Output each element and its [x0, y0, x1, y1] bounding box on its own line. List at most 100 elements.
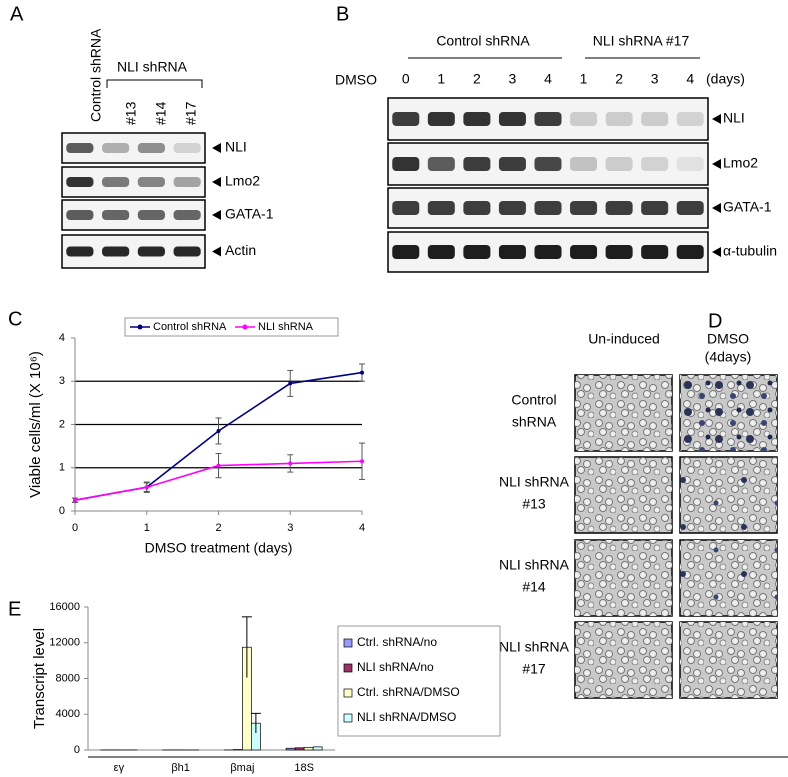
- cells: [575, 540, 672, 616]
- band: [137, 143, 165, 153]
- cells: [680, 622, 777, 698]
- band: [392, 157, 420, 171]
- band: [605, 157, 633, 171]
- band-label: GATA-1: [723, 199, 772, 215]
- panel-label: A: [10, 3, 24, 25]
- band: [570, 245, 598, 259]
- band: [102, 210, 130, 220]
- band: [173, 143, 201, 153]
- cells: [575, 457, 672, 533]
- band: [605, 201, 633, 215]
- lane-label: #14: [153, 101, 169, 125]
- band: [427, 157, 455, 171]
- legend-marker: [242, 324, 248, 330]
- stained-cells: [680, 540, 777, 616]
- band-label: α-tubulin: [723, 243, 777, 259]
- x-tick-label: 2: [215, 522, 221, 534]
- band: [676, 245, 704, 259]
- row-label: NLI shRNA: [499, 639, 570, 655]
- arrowhead: [212, 210, 221, 220]
- band: [392, 112, 420, 126]
- band: [66, 246, 94, 257]
- point: [216, 428, 221, 433]
- lane-label: 4: [686, 71, 694, 87]
- row-label: #14: [522, 579, 546, 595]
- legend-box: [124, 317, 339, 337]
- panel-label: E: [8, 598, 21, 620]
- column-label: DMSO: [707, 331, 749, 347]
- band: [605, 245, 633, 259]
- legend-label: NLI shRNA: [258, 321, 314, 333]
- band: [392, 201, 420, 215]
- band: [534, 245, 562, 259]
- band: [137, 177, 165, 187]
- arrowhead: [212, 143, 221, 153]
- x-tick-label: εγ: [114, 762, 125, 774]
- band-label: Lmo2: [723, 155, 758, 171]
- band: [570, 201, 598, 215]
- lane-label: 0: [402, 71, 410, 87]
- row-label: NLI shRNA: [499, 474, 570, 490]
- panel-label: B: [336, 3, 349, 25]
- x-tick-label: 4: [359, 522, 365, 534]
- arrowhead: [212, 246, 221, 257]
- x-tick-label: 18S: [294, 762, 314, 774]
- arrowhead: [712, 203, 721, 213]
- y-tick-label: 8000: [56, 672, 80, 684]
- row-label: #13: [522, 496, 546, 512]
- band-label: GATA-1: [225, 206, 274, 222]
- band: [463, 245, 491, 259]
- lane-label: Control shRNA: [88, 28, 104, 122]
- band: [641, 112, 669, 126]
- x-tick-label: 0: [72, 522, 78, 534]
- point: [360, 370, 364, 375]
- band: [427, 201, 455, 215]
- band: [66, 210, 94, 220]
- band: [641, 245, 669, 259]
- y-axis-title: Transcript level: [31, 628, 48, 729]
- legend-swatch: [343, 713, 353, 723]
- legend-label: Ctrl. shRNA/no: [357, 635, 437, 649]
- panel-label: D: [708, 310, 722, 332]
- y-axis-title: Viable cells/ml (X 10⁶): [27, 351, 44, 498]
- band: [173, 246, 201, 257]
- group-label: Control shRNA: [436, 33, 530, 49]
- stained-cells: [680, 457, 777, 533]
- point: [360, 459, 364, 464]
- y-tick-label: 0: [74, 744, 80, 756]
- x-tick-label: 3: [287, 522, 293, 534]
- lane-label: 3: [651, 71, 659, 87]
- band: [66, 143, 94, 153]
- band: [66, 177, 94, 187]
- band: [102, 246, 130, 257]
- band-label: NLI: [723, 110, 745, 126]
- point: [288, 461, 293, 466]
- y-tick-label: 16000: [49, 601, 80, 613]
- band-label: Actin: [225, 242, 256, 258]
- y-tick-label: 4: [59, 332, 65, 344]
- arrowhead: [712, 247, 721, 257]
- row-label: Control: [511, 392, 556, 408]
- lane-label: 3: [509, 71, 517, 87]
- y-tick-label: 0: [59, 505, 65, 517]
- legend-swatch: [343, 638, 353, 648]
- point: [216, 463, 221, 468]
- band: [137, 246, 165, 257]
- x-tick-label: βmaj: [230, 762, 254, 774]
- y-tick-label: 3: [59, 375, 65, 387]
- row-label: shRNA: [512, 414, 557, 430]
- legend-swatch: [343, 688, 353, 698]
- band: [641, 201, 669, 215]
- band: [392, 245, 420, 259]
- lane-label: 2: [615, 71, 623, 87]
- band: [534, 201, 562, 215]
- band: [102, 177, 130, 187]
- y-tick-label: 2: [59, 418, 65, 430]
- band: [498, 201, 526, 215]
- band: [137, 210, 165, 220]
- bar: [294, 747, 305, 751]
- band: [498, 245, 526, 259]
- band: [463, 201, 491, 215]
